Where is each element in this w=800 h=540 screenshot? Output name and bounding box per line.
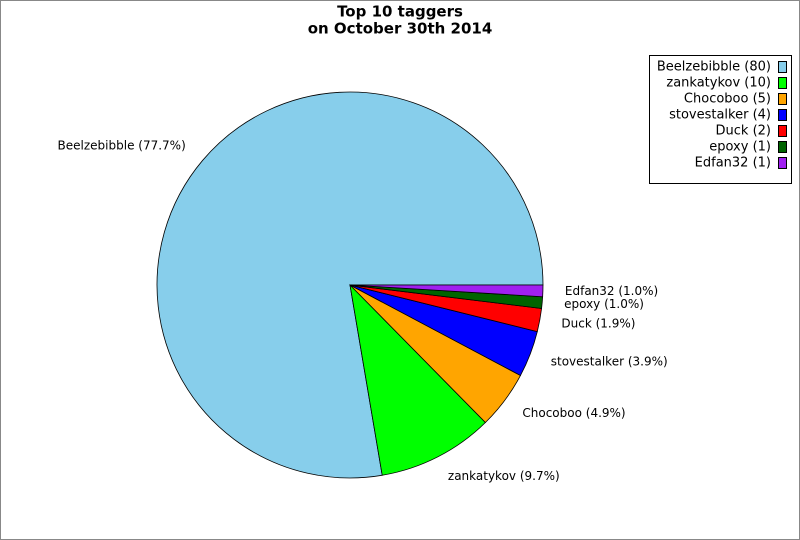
legend-box	[649, 55, 792, 184]
legend-label: epoxy (1)	[709, 140, 771, 155]
legend-swatch	[778, 61, 787, 73]
slice-label: Duck (1.9%)	[561, 317, 635, 331]
chart-title: Top 10 taggers	[337, 3, 463, 21]
legend-label: Beelzebibble (80)	[657, 60, 771, 75]
legend-label: Edfan32 (1)	[695, 156, 771, 171]
slice-label: Beelzebibble (77.7%)	[58, 139, 186, 153]
legend-label: Chocoboo (5)	[684, 92, 771, 107]
slice-label: epoxy (1.0%)	[564, 297, 644, 311]
slice-label: zankatykov (9.7%)	[448, 469, 560, 483]
legend-swatch	[778, 157, 787, 169]
pie-slice	[349, 284, 544, 298]
slice-label: stovestalker (3.9%)	[551, 354, 668, 368]
legend-label: Duck (2)	[716, 124, 771, 139]
legend-swatch	[778, 141, 787, 153]
legend-swatch	[778, 93, 787, 105]
legend-label: zankatykov (10)	[666, 76, 771, 91]
legend-swatch	[778, 77, 787, 89]
pie-slice	[349, 283, 486, 476]
legend-swatch	[778, 109, 787, 121]
legend-label: stovestalker (4)	[669, 108, 771, 123]
slice-label: Edfan32 (1.0%)	[565, 284, 658, 298]
slice-label: Chocoboo (4.9%)	[522, 406, 625, 420]
chart-title: on October 30th 2014	[308, 20, 493, 38]
legend-swatch	[778, 125, 787, 137]
pie-slice	[156, 91, 544, 479]
